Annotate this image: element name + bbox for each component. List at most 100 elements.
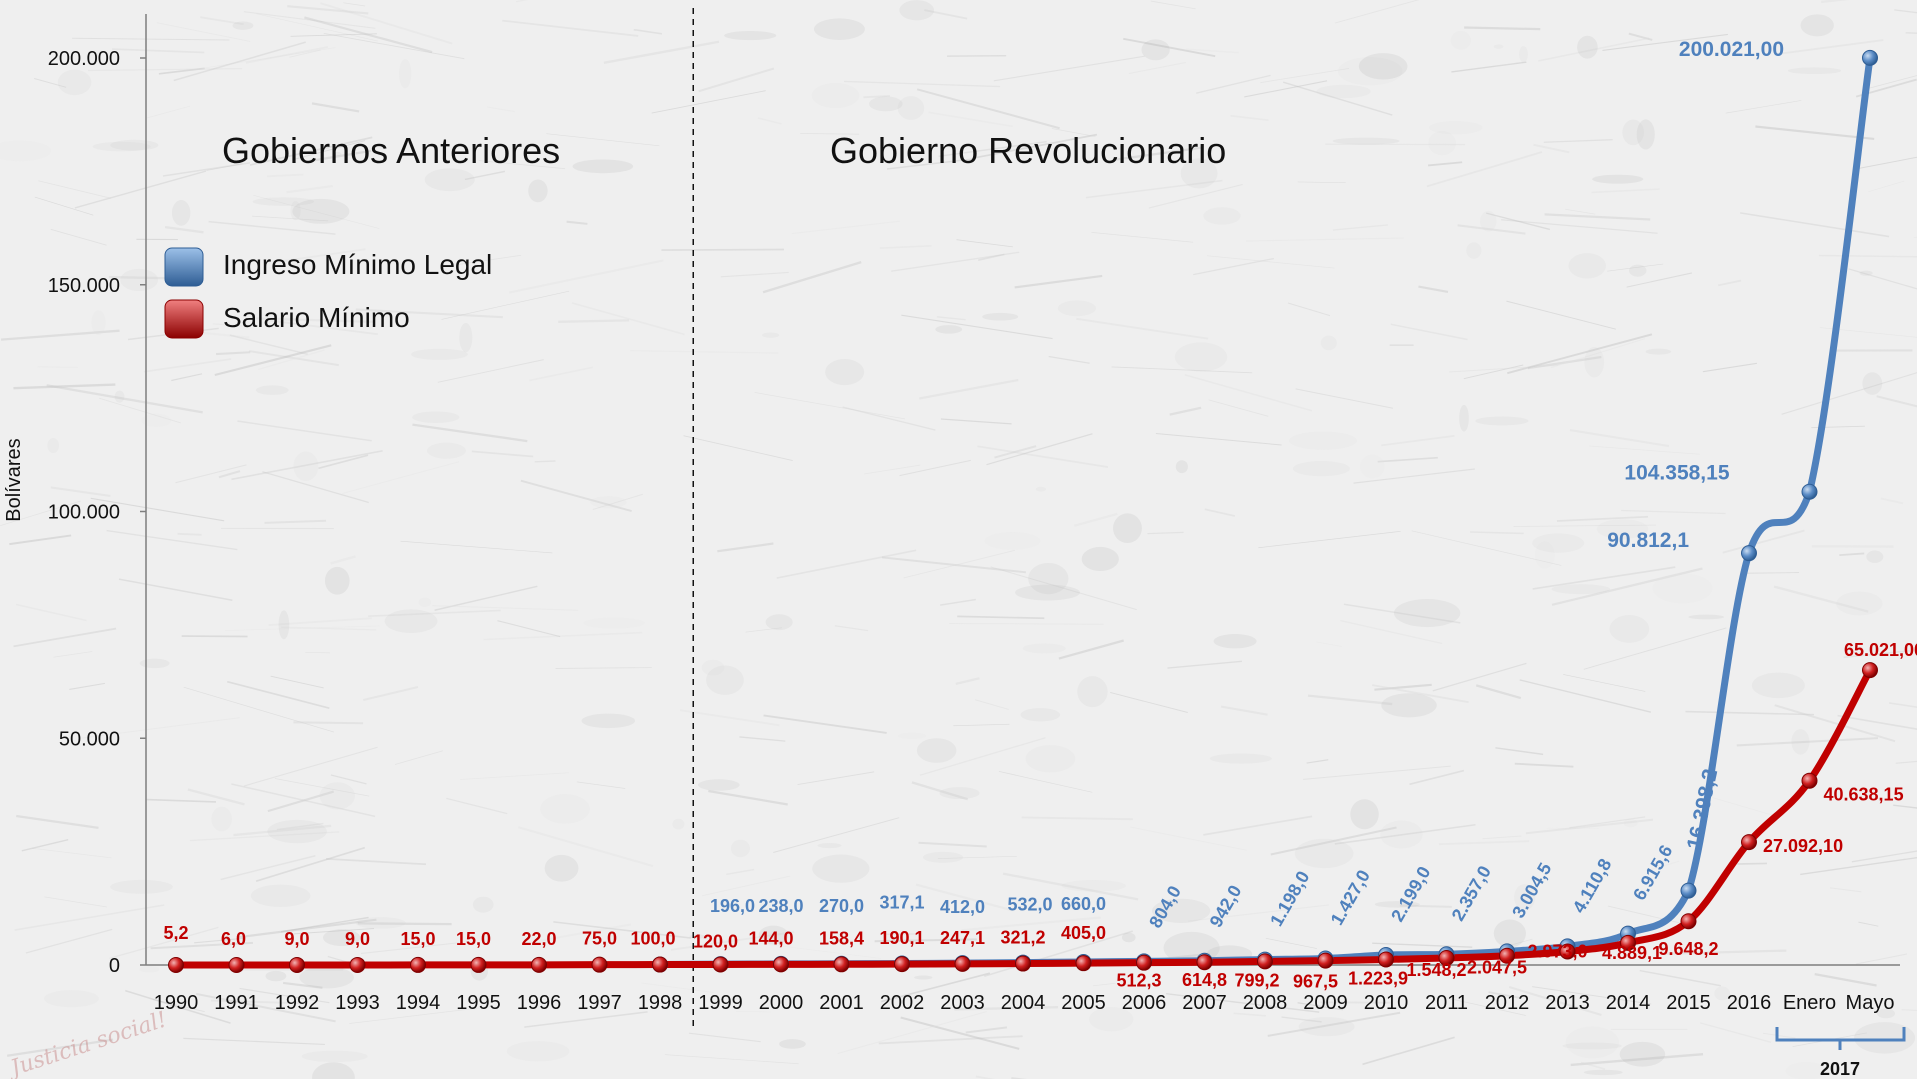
texture-scratch bbox=[106, 529, 238, 551]
y-tick-label: 150.000 bbox=[48, 275, 120, 297]
texture-scratch bbox=[688, 1032, 761, 1043]
texture-scratch bbox=[975, 699, 1009, 710]
texture-scratch bbox=[280, 916, 369, 933]
texture-blot bbox=[1877, 1008, 1896, 1019]
texture-scratch bbox=[304, 16, 433, 54]
texture-blot bbox=[92, 141, 151, 152]
texture-scratch bbox=[208, 220, 336, 235]
texture-scratch bbox=[1607, 905, 1695, 927]
texture-blot bbox=[91, 310, 106, 335]
texture-scratch bbox=[1390, 323, 1468, 341]
texture-scratch bbox=[1258, 530, 1401, 549]
texture-blot bbox=[384, 609, 438, 633]
texture-scratch bbox=[1147, 531, 1184, 535]
texture-scratch bbox=[81, 717, 240, 739]
texture-blot bbox=[1175, 460, 1188, 474]
data-label-ingreso: 196,0 bbox=[710, 896, 755, 916]
texture-blot bbox=[1358, 53, 1408, 80]
y-tick-label: 0 bbox=[109, 955, 120, 977]
texture-scratch bbox=[918, 841, 987, 848]
texture-scratch bbox=[1111, 366, 1253, 374]
texture-scratch bbox=[763, 714, 887, 734]
data-label-ingreso: 238,0 bbox=[758, 896, 803, 916]
legend-label-salario: Salario Mínimo bbox=[223, 302, 410, 333]
texture-scratch bbox=[1058, 639, 1124, 660]
x-tick-label: 1997 bbox=[577, 992, 622, 1014]
texture-blot bbox=[914, 975, 933, 980]
point-salario bbox=[773, 956, 789, 973]
texture-scratch bbox=[592, 493, 643, 511]
point-salario bbox=[289, 956, 305, 973]
texture-scratch bbox=[9, 534, 72, 546]
x-tick-label: 2007 bbox=[1182, 992, 1227, 1014]
texture-scratch bbox=[1204, 508, 1236, 517]
texture-scratch bbox=[286, 184, 333, 194]
texture-blot bbox=[817, 843, 842, 849]
texture-blot bbox=[1028, 562, 1069, 595]
texture-scratch bbox=[1550, 338, 1646, 369]
x-tick-label: 2001 bbox=[819, 992, 864, 1014]
texture-scratch bbox=[1717, 279, 1742, 287]
texture-blot bbox=[1475, 416, 1529, 426]
data-label-ingreso: 317,1 bbox=[879, 893, 924, 913]
texture-scratch bbox=[145, 105, 191, 119]
texture-blot bbox=[1652, 573, 1713, 604]
texture-scratch bbox=[14, 904, 165, 931]
data-label-salario: 9,0 bbox=[345, 929, 370, 949]
point-salario bbox=[1741, 834, 1757, 851]
texture-scratch bbox=[1334, 823, 1476, 845]
x-tick-label: 1993 bbox=[335, 992, 380, 1014]
texture-scratch bbox=[1527, 355, 1602, 370]
point-salario bbox=[1862, 662, 1878, 679]
texture-scratch bbox=[267, 790, 335, 813]
texture-scratch bbox=[953, 723, 1010, 727]
texture-blot bbox=[110, 139, 159, 151]
texture-blot bbox=[301, 1050, 368, 1062]
point-salario bbox=[1075, 955, 1092, 972]
texture-scratch bbox=[1839, 552, 1865, 556]
point-salario bbox=[1317, 952, 1334, 969]
texture-scratch bbox=[1565, 208, 1596, 215]
texture-scratch bbox=[651, 90, 766, 114]
texture-blot bbox=[1113, 513, 1142, 544]
texture-scratch bbox=[243, 11, 376, 29]
texture-blot bbox=[1466, 242, 1482, 259]
texture-scratch bbox=[231, 783, 376, 818]
texture-scratch bbox=[1507, 333, 1653, 375]
group-label-2017: 2017 bbox=[1820, 1059, 1860, 1079]
texture-scratch bbox=[1169, 406, 1202, 416]
texture-scratch bbox=[13, 383, 116, 390]
data-label-ingreso: 270,0 bbox=[819, 896, 864, 916]
texture-scratch bbox=[1091, 232, 1194, 243]
data-label-ingreso: 200.021,00 bbox=[1679, 38, 1784, 61]
texture-scratch bbox=[1626, 272, 1693, 288]
data-label-salario: 15,0 bbox=[456, 929, 491, 949]
texture-blot bbox=[1493, 919, 1526, 948]
texture-scratch bbox=[349, 1006, 493, 1024]
texture-scratch bbox=[13, 627, 117, 648]
texture-scratch bbox=[109, 926, 219, 960]
texture-scratch bbox=[173, 41, 306, 82]
texture-scratch bbox=[984, 930, 1134, 978]
x-tick-label: 1996 bbox=[517, 992, 562, 1014]
texture-blot bbox=[1081, 546, 1119, 572]
x-tick-label: Enero bbox=[1783, 992, 1836, 1014]
x-tick-label: 1992 bbox=[275, 992, 320, 1014]
texture-blot bbox=[540, 794, 590, 824]
texture-scratch bbox=[460, 772, 569, 780]
point-salario bbox=[1620, 934, 1636, 951]
texture-blot bbox=[1428, 121, 1483, 135]
texture-blot bbox=[1688, 614, 1725, 620]
texture-scratch bbox=[1332, 224, 1389, 231]
texture-blot bbox=[762, 332, 780, 338]
data-label-salario: 2.973,0 bbox=[1527, 942, 1587, 962]
texture-blot bbox=[1551, 584, 1611, 595]
texture-scratch bbox=[1244, 80, 1328, 98]
texture-blot bbox=[1565, 1026, 1619, 1059]
texture-scratch bbox=[679, 709, 780, 727]
data-label-ingreso: 1.198,0 bbox=[1266, 868, 1313, 930]
y-tick-label: 100.000 bbox=[48, 502, 120, 524]
data-label-salario: 22,0 bbox=[521, 929, 556, 949]
texture-scratch bbox=[437, 359, 544, 383]
texture-blot bbox=[355, 917, 406, 929]
